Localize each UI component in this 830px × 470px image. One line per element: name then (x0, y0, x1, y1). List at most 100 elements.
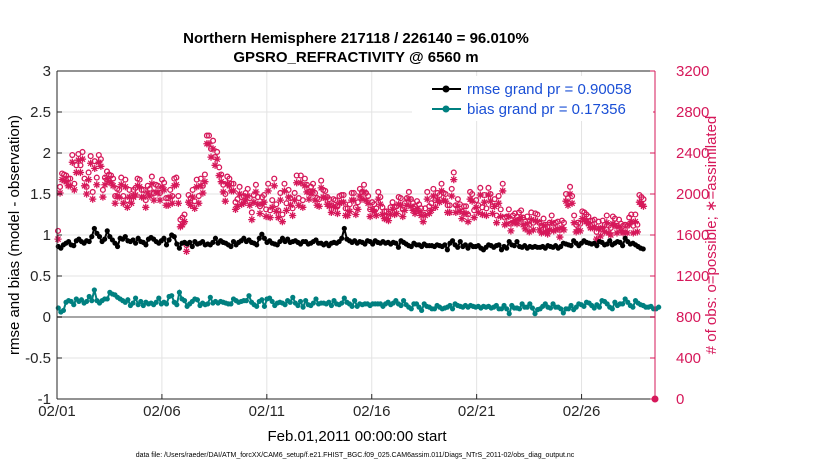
assimilated-marker-162 (384, 217, 393, 225)
possible-marker-157 (375, 188, 382, 196)
assimilated-marker-117 (293, 179, 301, 187)
assimilated-marker-81 (219, 188, 227, 196)
assimilated-marker-147 (354, 205, 362, 213)
rmse-point-51 (187, 239, 193, 245)
possible-marker-7 (69, 152, 76, 159)
rmse-point-171 (496, 242, 502, 248)
legend: rmse grand pr = 0.90058 bias grand pr = … (412, 76, 653, 121)
rmse-point-42 (163, 242, 170, 248)
assimilated-marker-55 (166, 193, 174, 201)
assimilated-marker-71 (199, 189, 207, 197)
possible-marker-40 (136, 176, 143, 183)
assimilated-marker-129 (317, 184, 325, 192)
possible-marker-235 (534, 211, 541, 218)
assimilated-marker-42 (140, 193, 148, 201)
assimilated-marker-146 (352, 210, 360, 219)
assimilated-marker-201 (464, 218, 472, 226)
y2-tick-label-1: 400 (676, 350, 701, 367)
y2-tick-label-4: 1600 (676, 227, 709, 244)
bias-point-14 (91, 287, 97, 293)
legend-rmse-label: rmse grand pr = 0.90058 (467, 81, 632, 98)
assimilated-marker-4 (62, 178, 70, 186)
bias-point-185 (532, 311, 538, 317)
bias-point-134 (400, 298, 407, 304)
assimilated-marker-43 (142, 203, 150, 211)
bias-point-106 (328, 302, 335, 309)
assimilated-marker-169 (399, 212, 407, 221)
assimilated-marker-287 (639, 202, 648, 210)
possible-marker-199 (460, 203, 468, 210)
assimilated-marker-40 (136, 183, 144, 191)
assimilated-marker-95 (248, 216, 256, 224)
assimilated-marker-278 (621, 228, 629, 236)
assimilated-marker-214 (490, 202, 499, 210)
possible-marker-227 (518, 207, 525, 214)
assimilated-marker-280 (625, 221, 633, 229)
assimilated-marker-229 (521, 225, 529, 233)
possible-marker-281 (628, 211, 635, 218)
possible-marker-19 (93, 174, 100, 181)
possible-marker-230 (524, 213, 531, 220)
possible-marker-17 (89, 188, 96, 196)
rmse-point-199 (568, 243, 574, 249)
assimilated-marker-207 (476, 191, 484, 199)
assimilated-marker-174 (409, 206, 417, 214)
assimilated-marker-64 (184, 198, 193, 206)
assimilated-marker-123 (305, 195, 313, 203)
rmse-point-45 (171, 234, 177, 240)
possible-marker-117 (293, 172, 300, 179)
assimilated-marker-248 (560, 226, 568, 234)
assimilated-marker-215 (493, 219, 501, 227)
bias-point-49 (181, 298, 188, 304)
assimilated-marker-86 (229, 187, 238, 195)
assimilated-marker-101 (260, 198, 268, 206)
bias-point-42 (163, 301, 170, 307)
bias-point-210 (596, 304, 603, 310)
assimilated-marker-274 (613, 229, 621, 237)
bias-point-30 (132, 295, 139, 301)
assimilated-marker-167 (395, 200, 403, 208)
assimilated-marker-54 (164, 201, 172, 209)
assimilated-marker-271 (607, 231, 615, 239)
possible-marker-121 (301, 175, 308, 182)
assimilated-marker-222 (507, 227, 515, 235)
rmse-point-209 (594, 243, 600, 249)
bias-point-100 (313, 296, 319, 302)
bias-point-175 (506, 311, 512, 317)
assimilated-marker-179 (419, 218, 427, 226)
assimilated-marker-19 (93, 181, 101, 189)
assimilated-marker-244 (552, 226, 560, 234)
rmse-point-174 (504, 245, 510, 251)
possible-marker-150 (360, 181, 368, 188)
assimilated-marker-235 (533, 218, 542, 226)
y2-tick-label-8: 3200 (676, 63, 709, 80)
bias-point-195 (558, 306, 564, 312)
bias-point-137 (408, 306, 414, 312)
rmse-point-19 (104, 228, 110, 234)
assimilated-marker-204 (470, 213, 478, 222)
possible-marker-218 (499, 180, 506, 187)
assimilated-marker-111 (280, 187, 289, 195)
assimilated-marker-16 (87, 159, 95, 167)
assimilated-marker-72 (201, 178, 209, 186)
assimilated-marker-243 (550, 227, 558, 235)
assimilated-marker-23 (101, 181, 109, 189)
assimilated-marker-65 (187, 201, 195, 209)
bias-point-141 (419, 307, 425, 314)
assimilated-marker-52 (160, 186, 168, 194)
assimilated-marker-242 (548, 219, 556, 227)
assimilated-marker-17 (89, 195, 97, 203)
axes (56, 70, 656, 400)
possible-marker-107 (273, 201, 280, 208)
assimilated-marker-284 (633, 228, 641, 236)
rmse-point-14 (91, 225, 97, 232)
possible-marker-139 (338, 191, 345, 199)
possible-marker-129 (318, 177, 325, 184)
assimilated-marker-115 (289, 211, 297, 220)
bias-point-29 (130, 300, 136, 306)
bias-point-179 (516, 306, 523, 312)
assimilated-marker-283 (631, 218, 639, 226)
bias-point-6 (71, 302, 77, 308)
possible-marker-105 (269, 197, 276, 204)
possible-marker-95 (248, 209, 255, 216)
